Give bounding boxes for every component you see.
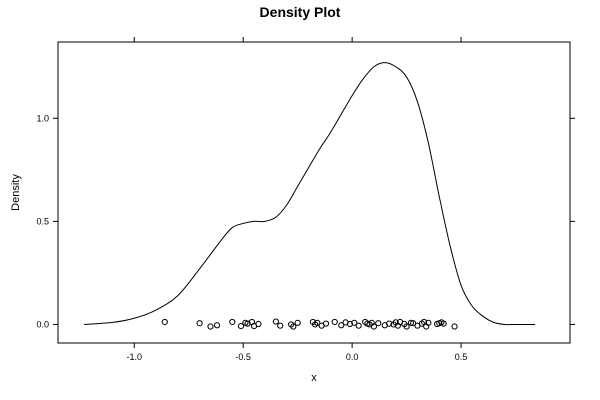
rug-point <box>451 323 458 330</box>
rug-point <box>346 320 354 328</box>
rug-point <box>322 320 330 327</box>
x-tick-label: -0.5 <box>235 352 251 362</box>
rug-point <box>370 323 378 330</box>
y-axis-label: Density <box>10 174 22 211</box>
rug-point <box>314 319 321 326</box>
axis-tick-labels: -1.0 -0.5 0.0 0.5 0.0 0.5 1.0 <box>36 113 467 362</box>
plot-frame <box>57 41 571 344</box>
rug-point <box>272 318 279 325</box>
rug-point <box>331 318 338 326</box>
rug-point <box>229 318 236 326</box>
rug-point <box>213 322 221 329</box>
x-tick-label: 0.0 <box>346 352 359 362</box>
rug-point <box>196 320 203 327</box>
rug-point <box>440 320 447 327</box>
rug-point <box>338 322 345 329</box>
rug-point <box>355 322 362 329</box>
axis-ticks <box>53 37 575 348</box>
rug-point <box>255 320 262 328</box>
y-tick-label: 0.0 <box>36 319 49 329</box>
rug-point <box>290 323 297 330</box>
rug-point <box>351 319 358 326</box>
rug-point <box>375 320 382 327</box>
x-axis-label: x <box>311 372 317 384</box>
y-tick-label: 0.5 <box>36 216 49 226</box>
rug-points <box>161 318 458 330</box>
density-curve <box>84 62 536 326</box>
rug-point <box>403 323 410 330</box>
rug-point <box>294 319 301 326</box>
y-tick-label: 1.0 <box>36 113 49 123</box>
rug-point <box>425 319 432 326</box>
rug-point <box>237 322 245 330</box>
x-tick-label: 0.5 <box>455 352 468 362</box>
rug-point <box>386 320 393 327</box>
chart-title: Density Plot <box>260 4 341 20</box>
rug-point <box>207 323 214 330</box>
rug-point <box>161 318 168 326</box>
rug-point <box>277 322 284 329</box>
x-tick-label: -1.0 <box>126 352 142 362</box>
